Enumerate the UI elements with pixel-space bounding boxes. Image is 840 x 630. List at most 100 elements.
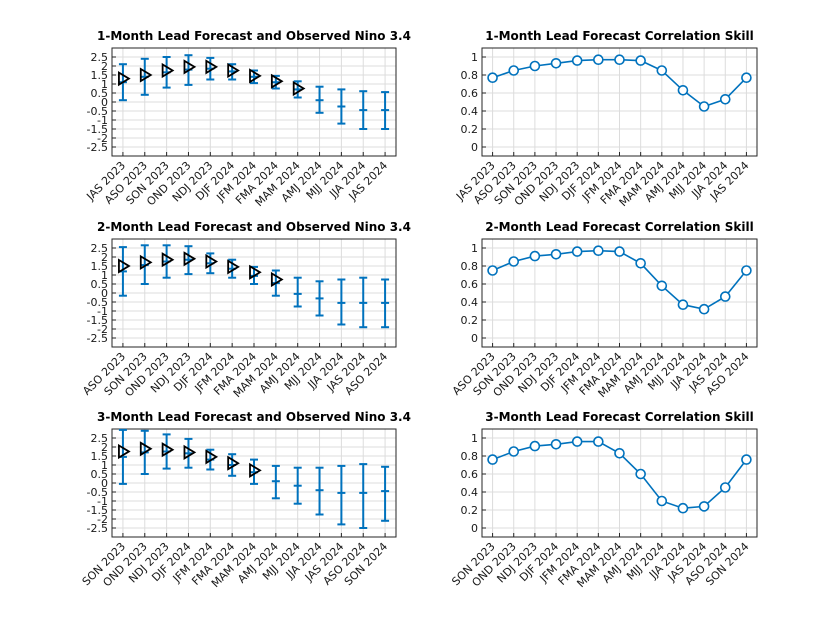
chart-title: 3-Month Lead Forecast Correlation Skill (485, 410, 753, 424)
y-tick-label: 0.5 (91, 278, 109, 291)
skill-point (614, 447, 625, 459)
skill-point (487, 265, 498, 276)
y-tick-label: -0.5 (87, 105, 108, 118)
skill-point (719, 94, 731, 105)
y-tick-label: 0.8 (461, 450, 479, 463)
skill-point (529, 440, 541, 452)
skill-point (719, 482, 731, 493)
skill-point (677, 299, 689, 311)
skill-point (593, 245, 604, 256)
skill-point (614, 54, 625, 66)
y-tick-label: -1 (97, 114, 108, 127)
chart-title: 3-Month Lead Forecast and Observed Nino … (97, 410, 411, 424)
skill-point (741, 454, 752, 465)
y-tick-label: 2.5 (91, 242, 109, 255)
y-tick-label: 2.5 (91, 432, 109, 445)
skill-point (508, 65, 520, 76)
y-tick-label: 0.4 (461, 105, 479, 118)
y-tick-label: 0 (101, 96, 108, 109)
observed-marker (227, 62, 240, 79)
y-tick-label: 0.5 (91, 87, 109, 100)
skill-point (741, 265, 752, 276)
y-tick-label: 1 (101, 459, 108, 472)
y-tick-label: 0.6 (461, 87, 479, 100)
skill-point (635, 468, 646, 480)
y-tick-label: 1.5 (91, 260, 109, 273)
y-tick-label: -1 (97, 305, 108, 318)
skill-point (487, 454, 498, 465)
skill-point (593, 54, 604, 66)
y-tick-label: -1.5 (87, 314, 108, 327)
skill-point (741, 72, 752, 83)
skill-point (698, 501, 710, 512)
y-tick-label: 0.5 (91, 468, 109, 481)
y-tick-label: 0.4 (461, 296, 479, 309)
observed-marker (118, 443, 131, 460)
skill-point (635, 257, 646, 269)
y-tick-label: -2 (97, 132, 108, 145)
observed-marker (249, 68, 262, 84)
skill-point (487, 72, 498, 83)
y-tick-label: 2 (101, 60, 108, 73)
y-tick-label: 0.2 (461, 314, 479, 327)
y-tick-label: -2 (97, 323, 108, 336)
y-tick-label: 1 (471, 432, 478, 445)
skill-point (571, 436, 583, 447)
skill-point (550, 57, 562, 69)
skill-point (550, 249, 562, 260)
y-tick-label: -2.5 (87, 332, 108, 345)
observed-marker (227, 455, 240, 471)
y-tick-label: 0.6 (461, 468, 479, 481)
observed-marker (205, 253, 219, 270)
y-tick-label: 1 (101, 78, 108, 91)
chart-title: 1-Month Lead Forecast and Observed Nino … (97, 29, 411, 43)
skill-point (529, 60, 541, 72)
observed-marker (118, 258, 131, 274)
y-tick-label: 2 (101, 251, 108, 264)
skill-point (656, 280, 668, 292)
skill-point (571, 246, 583, 257)
observed-marker (205, 449, 219, 465)
y-tick-label: 0 (471, 522, 478, 535)
y-tick-label: 0 (471, 141, 478, 154)
skill-point (656, 65, 668, 76)
skill-point (698, 101, 710, 112)
y-tick-label: -2.5 (87, 522, 108, 535)
y-tick-label: 0 (101, 287, 108, 300)
skill-point (698, 303, 710, 315)
observed-marker (292, 80, 306, 97)
y-tick-label: 1.5 (91, 450, 109, 463)
y-tick-label: -1.5 (87, 123, 108, 136)
y-tick-label: 2.5 (91, 51, 109, 64)
observed-marker (118, 71, 131, 87)
observed-marker (249, 264, 262, 280)
observed-marker (161, 442, 175, 458)
y-tick-label: 1 (471, 51, 478, 64)
y-tick-label: 0.8 (461, 69, 479, 82)
skill-point (677, 85, 689, 96)
observed-marker (227, 259, 240, 275)
y-tick-label: 2 (101, 441, 108, 454)
y-tick-label: 1 (471, 242, 478, 255)
skill-point (529, 250, 541, 262)
y-tick-label: 0 (471, 332, 478, 345)
y-tick-label: 0.2 (461, 504, 479, 517)
y-tick-label: -0.5 (87, 486, 108, 499)
y-tick-label: -2 (97, 513, 108, 526)
y-tick-label: 0.6 (461, 278, 479, 291)
skill-point (656, 495, 668, 507)
skill-point (508, 256, 520, 267)
skill-point (508, 446, 520, 457)
y-tick-label: -1.5 (87, 504, 108, 517)
y-tick-label: 0.4 (461, 486, 479, 499)
observed-marker (139, 441, 153, 457)
y-tick-label: -0.5 (87, 296, 108, 309)
observed-marker (161, 62, 175, 79)
observed-marker (183, 59, 197, 75)
